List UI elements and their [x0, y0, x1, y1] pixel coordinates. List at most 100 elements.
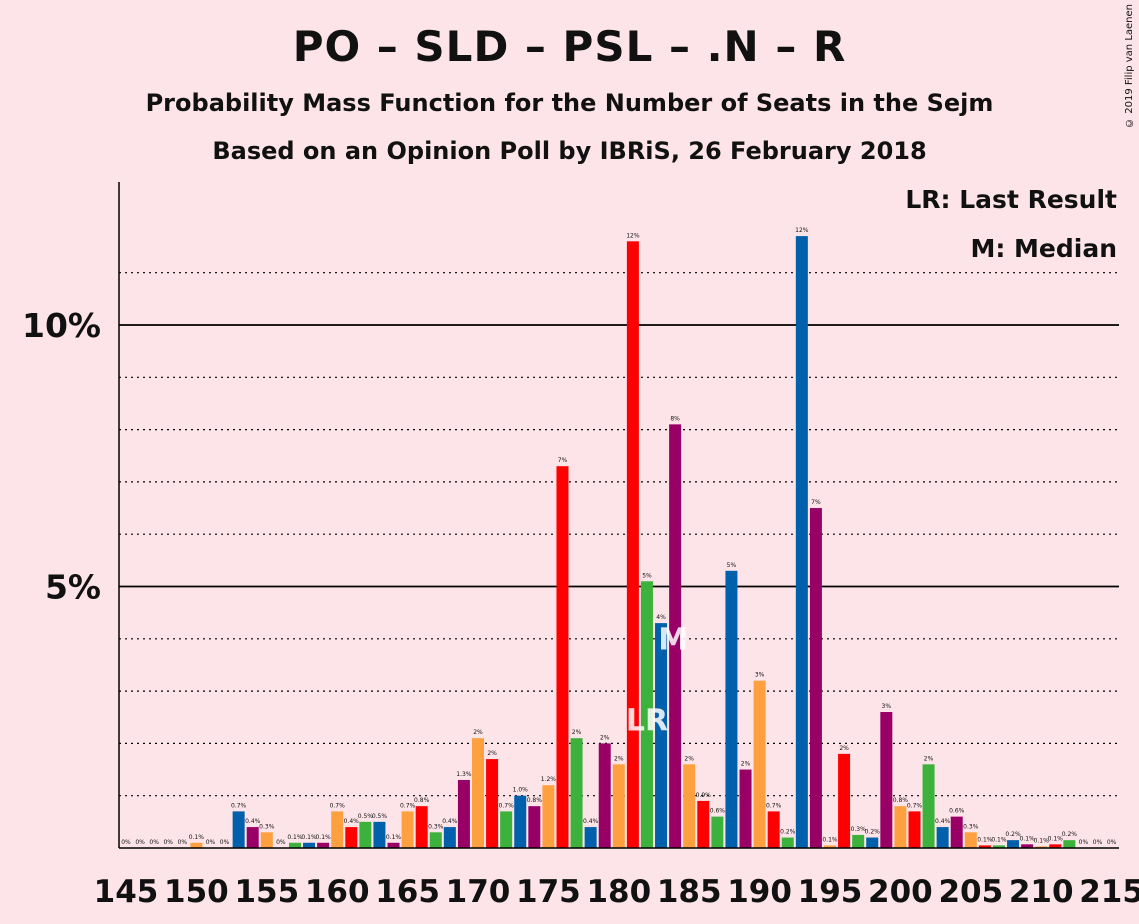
bar-value-label: 0.7% — [330, 802, 346, 809]
bar-value-label: 0.1% — [1019, 835, 1035, 842]
bar-210 — [1035, 846, 1048, 848]
x-tick-label: 210 — [1009, 874, 1074, 910]
bar-value-label: 0.5% — [358, 813, 374, 820]
bar-value-label: 0.1% — [315, 834, 331, 841]
x-tick-label: 170 — [446, 874, 511, 910]
bar-value-label: 0% — [1093, 839, 1103, 846]
tick-labels: 145 150 155 160 165 170 175 180 185 190 195 200 205 2… — [22, 306, 1139, 910]
bar-value-label: 2% — [684, 755, 694, 762]
bar-value-label: 2% — [572, 729, 582, 736]
x-tick-label: 190 — [727, 874, 792, 910]
bar-187 — [711, 816, 724, 848]
bar-value-label: 2% — [741, 761, 751, 768]
bar-170 — [472, 738, 484, 848]
bar-value-label: 0.2% — [1005, 831, 1021, 838]
bar-150 — [190, 842, 203, 848]
bar-value-label: 0.4% — [583, 818, 599, 825]
bar-155 — [260, 832, 273, 848]
bar-value-label: 0.1% — [287, 834, 303, 841]
bar-167 — [429, 832, 442, 848]
bar-160 — [331, 811, 344, 848]
bar-value-label: 3% — [755, 672, 765, 679]
bar-value-label: 0.6% — [949, 808, 965, 815]
x-tick-label: 145 — [94, 874, 159, 910]
bar-205 — [964, 832, 977, 848]
bar-176 — [556, 466, 569, 848]
bar-194 — [809, 508, 822, 848]
bar-value-label: 12% — [795, 227, 809, 234]
bar-198 — [866, 837, 879, 848]
bar-value-label: 2% — [614, 755, 624, 762]
bar-186 — [697, 800, 710, 848]
x-tick-label: 175 — [516, 874, 581, 910]
bar-value-label: 0.7% — [231, 802, 247, 809]
last-result-marker: LR — [626, 703, 668, 738]
bar-value-label: 2% — [600, 734, 610, 741]
bar-value-label: 8% — [670, 415, 680, 422]
bar-159 — [317, 842, 330, 848]
chart-title: PO – SLD – PSL – .N – R — [292, 22, 847, 71]
bar-162 — [359, 821, 372, 848]
bar-value-label: 2% — [473, 729, 483, 736]
y-tick-label: 10% — [22, 306, 101, 345]
bar-208 — [1007, 840, 1020, 848]
y-tick-label: 5% — [45, 568, 101, 607]
bar-value-label: 0.7% — [499, 802, 515, 809]
bar-value-label: 0.1% — [822, 836, 838, 843]
bar-202 — [922, 764, 935, 848]
bar-value-label: 0.8% — [414, 797, 430, 804]
bar-172 — [500, 811, 513, 848]
bar-value-label: 0% — [1079, 839, 1089, 846]
x-tick-label: 200 — [868, 874, 933, 910]
axes — [118, 182, 1119, 849]
bar-190 — [753, 680, 766, 848]
bar-value-label: 0.4% — [245, 818, 261, 825]
bar-183 — [655, 623, 668, 848]
bar-157 — [288, 842, 301, 848]
bar-207 — [992, 845, 1005, 848]
bar-171 — [486, 759, 499, 848]
bar-value-label: 0.7% — [766, 802, 782, 809]
bar-value-label: 0% — [220, 839, 230, 846]
bar-191 — [767, 811, 780, 848]
bar-value-label: 0.9% — [696, 792, 712, 799]
legend-median: M: Median — [970, 234, 1117, 263]
bar-211 — [1049, 844, 1062, 848]
bar-206 — [978, 845, 991, 848]
bar-193 — [795, 236, 808, 849]
bar-value-label: 12% — [626, 232, 640, 239]
markers: LR M — [626, 622, 688, 738]
bar-value-label: 1.0% — [513, 787, 529, 794]
bar-197 — [852, 834, 865, 848]
bar-203 — [936, 827, 949, 848]
bar-180 — [612, 764, 625, 848]
bar-value-label: 0% — [206, 839, 216, 846]
bar-182 — [640, 581, 653, 848]
bar-185 — [683, 764, 696, 848]
bar-value-label: 5% — [727, 562, 737, 569]
bar-value-label: 0.2% — [780, 829, 796, 836]
bar-175 — [542, 785, 555, 848]
x-tick-label: 165 — [375, 874, 440, 910]
bar-163 — [373, 821, 386, 848]
bar-value-label: 0.3% — [428, 823, 444, 830]
bar-value-label: 5% — [642, 572, 652, 579]
x-tick-label: 205 — [938, 874, 1003, 910]
bar-value-label: 0.4% — [344, 818, 360, 825]
bar-value-label: 0% — [149, 839, 159, 846]
x-tick-label: 160 — [305, 874, 370, 910]
x-tick-label: 150 — [164, 874, 229, 910]
median-marker: M — [658, 622, 688, 657]
bar-value-label: 0% — [276, 839, 286, 846]
bar-value-label: 7% — [811, 499, 821, 506]
bar-161 — [345, 827, 358, 848]
bar-value-label: 0.8% — [893, 797, 909, 804]
chart-subtitle-source: Based on an Opinion Poll by IBRiS, 26 Fe… — [212, 137, 927, 165]
bar-value-label: 0% — [178, 839, 188, 846]
bar-value-label: 0.2% — [865, 829, 881, 836]
bar-value-label: 0.4% — [442, 818, 458, 825]
bar-209 — [1021, 844, 1034, 848]
bar-173 — [514, 795, 527, 848]
bar-value-label: 0.1% — [991, 836, 1007, 843]
bar-174 — [528, 806, 541, 848]
